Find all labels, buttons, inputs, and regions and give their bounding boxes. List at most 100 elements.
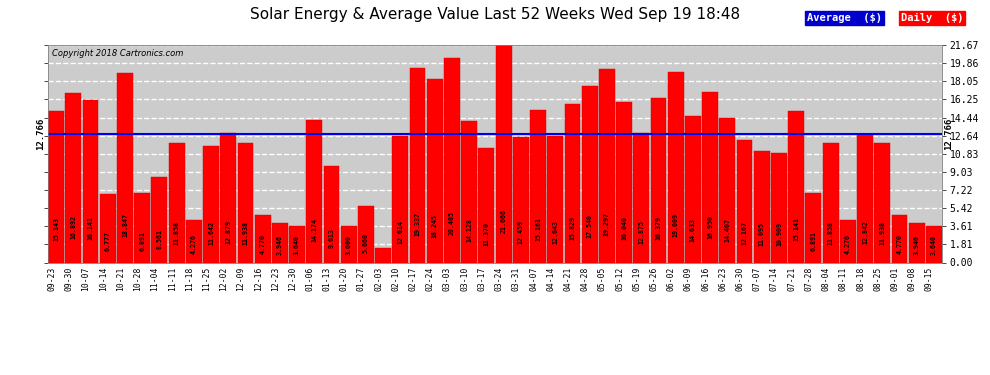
Bar — [151, 177, 167, 262]
Text: 01-06: 01-06 — [305, 266, 314, 291]
Bar — [65, 93, 81, 262]
Text: 09-01: 09-01 — [890, 266, 900, 291]
Bar — [186, 220, 202, 262]
Bar — [737, 140, 752, 262]
Bar — [857, 134, 873, 262]
Text: Average  ($): Average ($) — [807, 13, 882, 23]
Text: 11.642: 11.642 — [208, 222, 214, 246]
Bar — [513, 138, 529, 262]
Text: 07-14: 07-14 — [770, 266, 779, 291]
Text: 12.459: 12.459 — [518, 220, 524, 245]
Text: 16.379: 16.379 — [655, 216, 661, 240]
Text: 12-23: 12-23 — [271, 266, 280, 291]
Bar — [547, 136, 563, 262]
Bar — [582, 87, 598, 262]
Text: 8.561: 8.561 — [156, 229, 162, 249]
Bar — [324, 166, 340, 262]
Bar — [753, 151, 769, 262]
Text: 07-28: 07-28 — [805, 266, 814, 291]
Bar — [306, 120, 322, 262]
Bar — [892, 214, 908, 262]
Text: 19.337: 19.337 — [415, 212, 421, 236]
Bar — [427, 80, 443, 262]
Bar — [564, 104, 580, 262]
Bar — [168, 144, 184, 262]
Text: 15.161: 15.161 — [535, 217, 541, 241]
Text: 12-02: 12-02 — [219, 266, 229, 291]
Text: 10-28: 10-28 — [134, 266, 143, 291]
Text: 07-07: 07-07 — [752, 266, 761, 291]
Text: 10-21: 10-21 — [116, 266, 125, 291]
Text: 14.128: 14.128 — [466, 219, 472, 243]
Bar — [461, 121, 477, 262]
Bar — [341, 226, 356, 262]
Text: 12.167: 12.167 — [742, 221, 747, 245]
Text: 03-10: 03-10 — [460, 266, 469, 291]
Text: 15.141: 15.141 — [793, 217, 799, 241]
Bar — [135, 194, 150, 262]
Text: 08-11: 08-11 — [839, 266, 847, 291]
Text: 11.858: 11.858 — [173, 221, 179, 245]
Bar — [926, 226, 941, 262]
Text: 12-16: 12-16 — [253, 266, 262, 291]
Text: 06-02: 06-02 — [666, 266, 676, 291]
Text: 08-18: 08-18 — [856, 266, 865, 291]
Bar — [720, 118, 736, 262]
Text: 03-17: 03-17 — [477, 266, 486, 291]
Text: 4.276: 4.276 — [844, 234, 850, 254]
Text: 05-12: 05-12 — [615, 266, 624, 291]
Text: 3.946: 3.946 — [914, 235, 920, 255]
Bar — [599, 69, 615, 262]
Bar — [530, 110, 545, 262]
Text: 08-25: 08-25 — [873, 266, 882, 291]
Text: 11.938: 11.938 — [879, 221, 885, 245]
Text: Solar Energy & Average Value Last 52 Weeks Wed Sep 19 18:48: Solar Energy & Average Value Last 52 Wee… — [249, 8, 741, 22]
Text: 9.613: 9.613 — [329, 228, 335, 248]
Text: 5.660: 5.660 — [363, 232, 369, 253]
Bar — [823, 144, 839, 262]
Text: 08-04: 08-04 — [822, 266, 831, 291]
Text: 03-24: 03-24 — [495, 266, 504, 291]
Bar — [100, 195, 116, 262]
Bar — [685, 116, 701, 262]
Bar — [392, 136, 408, 262]
Text: 06-16: 06-16 — [701, 266, 710, 291]
Bar — [702, 92, 718, 262]
Text: 12.643: 12.643 — [552, 220, 558, 244]
Text: 16.950: 16.950 — [707, 215, 713, 239]
Text: 17.540: 17.540 — [587, 214, 593, 238]
Text: 19.297: 19.297 — [604, 212, 610, 236]
Text: 11.095: 11.095 — [758, 222, 764, 246]
Text: 05-26: 05-26 — [649, 266, 658, 291]
Text: 05-05: 05-05 — [598, 266, 607, 291]
Bar — [909, 223, 925, 262]
Text: 18.245: 18.245 — [432, 213, 438, 237]
Text: 6.891: 6.891 — [140, 231, 146, 251]
Bar — [496, 45, 512, 262]
Bar — [254, 214, 270, 262]
Bar — [445, 58, 460, 262]
Text: 19.009: 19.009 — [673, 213, 679, 237]
Text: 07-21: 07-21 — [787, 266, 796, 291]
Text: 11.938: 11.938 — [243, 221, 248, 245]
Text: 04-14: 04-14 — [546, 266, 555, 291]
Bar — [616, 102, 632, 262]
Text: 01-20: 01-20 — [340, 266, 348, 291]
Text: 3.946: 3.946 — [277, 235, 283, 255]
Text: 09-30: 09-30 — [64, 266, 73, 291]
Text: 09-15: 09-15 — [925, 266, 934, 291]
Text: 12.614: 12.614 — [397, 220, 403, 244]
Text: 6.891: 6.891 — [811, 231, 817, 251]
Bar — [49, 111, 64, 262]
Text: 18.847: 18.847 — [122, 213, 128, 237]
Text: 4.770: 4.770 — [259, 234, 265, 254]
Text: 04-28: 04-28 — [581, 266, 590, 291]
Bar — [840, 220, 855, 262]
Text: 06-23: 06-23 — [719, 266, 728, 291]
Text: Copyright 2018 Cartronics.com: Copyright 2018 Cartronics.com — [52, 49, 184, 58]
Text: 14.633: 14.633 — [690, 218, 696, 242]
Text: 10-14: 10-14 — [99, 266, 108, 291]
Bar — [650, 98, 666, 262]
Text: 4.770: 4.770 — [897, 234, 903, 254]
Bar — [375, 248, 391, 262]
